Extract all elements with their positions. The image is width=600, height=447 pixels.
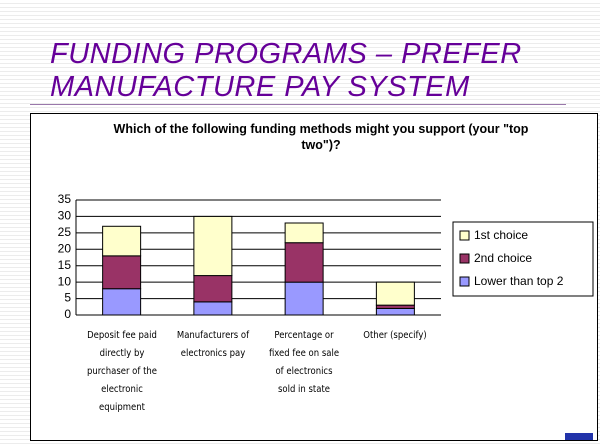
bar-segment (284, 242, 324, 283)
bar-segment (193, 215, 233, 277)
y-tick-label: 15 (58, 258, 72, 272)
bar-segment (102, 225, 142, 257)
legend-swatch (459, 230, 470, 241)
x-tick-label: Percentage or fixed fee on sale of elect… (269, 330, 340, 395)
legend-swatch (459, 276, 470, 287)
bar-segment (284, 222, 324, 244)
legend-box (452, 221, 594, 297)
legend-label: 1st choice (474, 228, 528, 242)
y-tick-label: 0 (64, 307, 71, 321)
chart: Which of the following funding methods m… (30, 113, 598, 441)
bar-segment (375, 281, 415, 306)
chart-title: Which of the following funding methods m… (113, 122, 529, 152)
y-tick-label: 10 (58, 274, 72, 288)
legend-swatch (459, 253, 470, 264)
slide-title: FUNDING PROGRAMS – PREFER MANUFACTURE PA… (50, 38, 522, 103)
bar-segment (193, 275, 233, 303)
y-tick-label: 5 (64, 291, 71, 305)
legend-label: 2nd choice (474, 251, 532, 265)
corner-mark (565, 433, 593, 440)
x-tick-label: Other (specify) (363, 330, 428, 341)
bar-segment (102, 288, 142, 316)
bar-segment (193, 301, 233, 316)
y-tick-label: 30 (58, 209, 72, 223)
plot: 0 5 10 15 20 25 30 35 Lower than top 2 2nd choice… (58, 192, 594, 321)
y-tick-label: 25 (58, 225, 72, 239)
y-tick-label: 20 (58, 241, 72, 255)
x-tick-label: Manufacturers of electronics pay (176, 330, 250, 359)
bar-segment (102, 255, 142, 290)
y-tick-label: 35 (58, 192, 72, 206)
bar-segment (284, 281, 324, 316)
legend-label: Lower than top 2 (474, 274, 564, 288)
title-rule (30, 104, 566, 105)
bar-segment (375, 307, 415, 316)
x-tick-label: Deposit fee paid directly by purchaser o… (86, 330, 157, 413)
